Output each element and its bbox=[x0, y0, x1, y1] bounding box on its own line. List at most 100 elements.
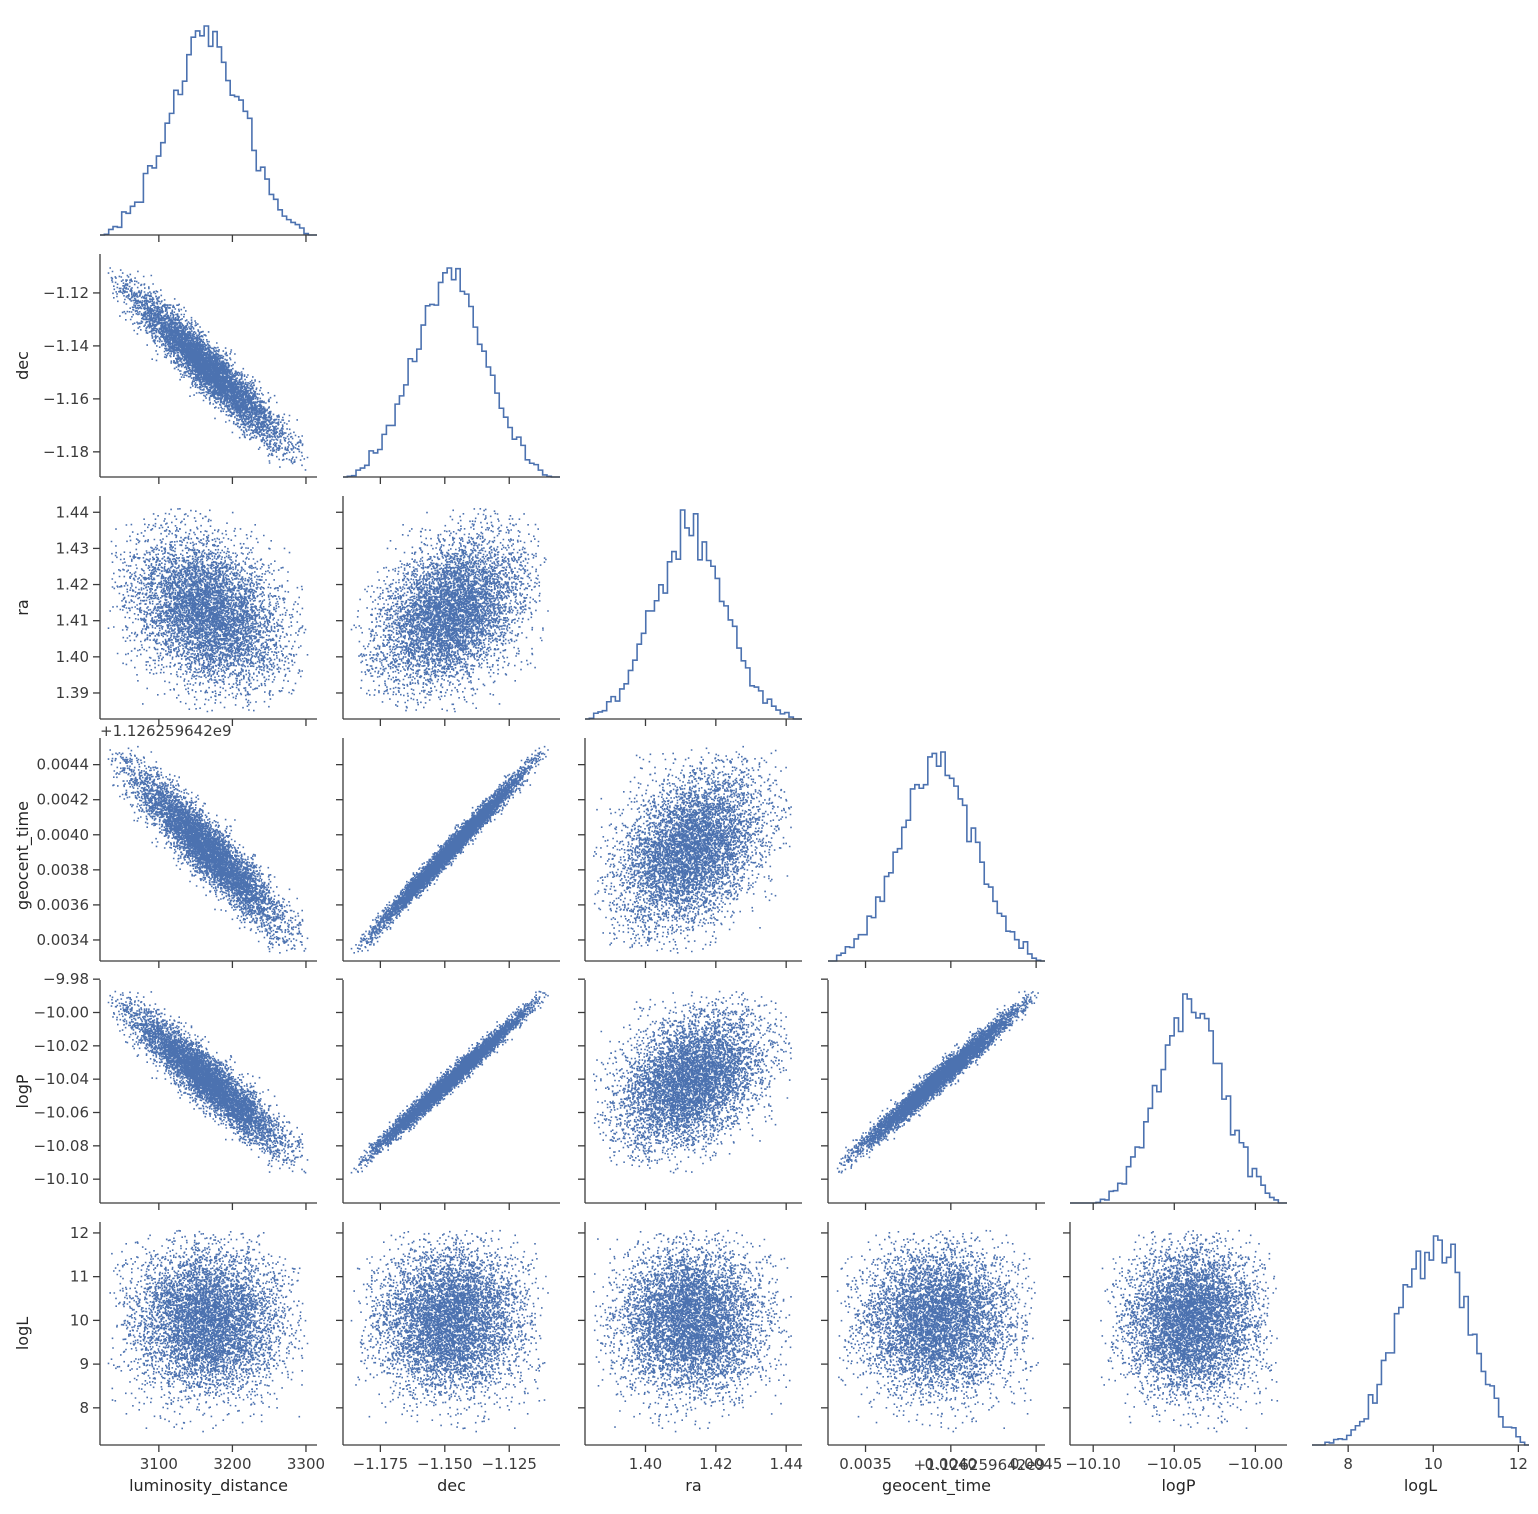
panel-ra-vs-dec bbox=[336, 496, 560, 726]
x-tick-label: −1.150 bbox=[417, 1455, 473, 1473]
y-tick-label: 10 bbox=[70, 1311, 89, 1329]
x-tick-label: 8 bbox=[1343, 1455, 1353, 1473]
histogram-logL bbox=[1312, 1235, 1529, 1446]
panel-logL-vs-geocent_time: 0.0035 0.0040 0.0045 geocent_time bbox=[821, 1222, 1062, 1496]
scatter-ra-logP bbox=[593, 990, 792, 1174]
y-tick-label: 8 bbox=[79, 1399, 89, 1417]
scatter-luminosity_distance-geocent_time bbox=[107, 745, 309, 954]
y-tick-label: −1.16 bbox=[43, 390, 89, 408]
y-tick-label: 1.42 bbox=[56, 576, 89, 594]
x-tick-label: 10 bbox=[1424, 1455, 1443, 1473]
x-tick-label: −10.10 bbox=[1065, 1455, 1121, 1473]
x-axis-label-geocent_time: geocent_time bbox=[882, 1476, 991, 1496]
scatter-logP-logL bbox=[1100, 1229, 1279, 1433]
panel-logP-vs-ra bbox=[578, 978, 802, 1210]
panel-logP-vs-geocent_time bbox=[821, 978, 1045, 1210]
panel-logL-vs-dec: −1.175 −1.150 −1.125 dec bbox=[336, 1222, 560, 1495]
panel-geocent_time-vs-geocent_time bbox=[828, 751, 1045, 968]
y-tick-label: 0.0040 bbox=[37, 826, 90, 844]
y-tick-label: 1.41 bbox=[56, 612, 89, 630]
y-tick-label: 0.0044 bbox=[37, 756, 90, 774]
y-tick-label: −10.04 bbox=[33, 1070, 89, 1088]
x-axis-label-dec: dec bbox=[437, 1476, 466, 1495]
x-tick-label: 3300 bbox=[287, 1455, 325, 1473]
scatter-dec-logP bbox=[350, 990, 549, 1174]
histogram-luminosity_distance bbox=[100, 25, 317, 236]
y-tick-label: 9 bbox=[79, 1355, 89, 1373]
panel-geocent_time-vs-luminosity_distance: 0.0034 0.0036 0.0038 0.0040 0.0042 0.0044 geoc… bbox=[13, 738, 317, 968]
y-tick-label: 1.43 bbox=[56, 539, 89, 557]
y-tick-label: 12 bbox=[70, 1224, 89, 1242]
geocent-time-y-offset-label: +1.126259642e9 bbox=[100, 722, 232, 740]
histogram-logP bbox=[1070, 993, 1287, 1204]
x-tick-label: 1.42 bbox=[699, 1455, 732, 1473]
scatter-geocent_time-logP bbox=[836, 990, 1039, 1174]
panel-logL-vs-logP: −10.10 −10.05 −10.00 logP bbox=[1063, 1222, 1287, 1495]
y-tick-label: −10.06 bbox=[33, 1104, 89, 1122]
panel-logP-vs-luminosity_distance: −10.10 −10.08 −10.06 −10.04 −10.02 −10.00 −9.9… bbox=[13, 970, 317, 1210]
panel-ra-vs-ra bbox=[585, 509, 802, 726]
panel-luminosity_distance-vs-luminosity_distance bbox=[100, 25, 317, 242]
y-axis-label-logP: logP bbox=[13, 1074, 32, 1108]
x-axis-label-ra: ra bbox=[685, 1476, 701, 1495]
y-axis-label-dec: dec bbox=[13, 351, 32, 380]
y-tick-label: 0.0038 bbox=[37, 861, 90, 879]
x-tick-label: 1.40 bbox=[629, 1455, 662, 1473]
x-tick-label: −10.05 bbox=[1147, 1455, 1203, 1473]
scatter-ra-geocent_time bbox=[593, 745, 792, 954]
panel-logL-vs-logL: 8 10 12 logL bbox=[1312, 1235, 1529, 1495]
y-tick-label: 0.0036 bbox=[37, 896, 90, 914]
y-tick-label: 11 bbox=[70, 1268, 89, 1286]
panel-geocent_time-vs-ra bbox=[578, 738, 802, 968]
x-tick-label: −1.125 bbox=[481, 1455, 537, 1473]
y-tick-label: 0.0034 bbox=[37, 931, 90, 949]
y-axis-label-ra: ra bbox=[13, 599, 32, 615]
y-tick-label: 1.44 bbox=[56, 503, 89, 521]
x-tick-label: 3200 bbox=[213, 1455, 251, 1473]
y-tick-label: −10.08 bbox=[33, 1137, 89, 1155]
x-tick-label: 12 bbox=[1509, 1455, 1528, 1473]
panel-logP-vs-dec bbox=[336, 978, 560, 1210]
y-tick-label: 0.0042 bbox=[37, 791, 90, 809]
histogram-ra bbox=[585, 509, 802, 720]
y-axis-label-geocent_time: geocent_time bbox=[13, 801, 33, 910]
scatter-luminosity_distance-logP bbox=[107, 990, 309, 1174]
y-axis-label-logL: logL bbox=[13, 1317, 32, 1350]
scatter-luminosity_distance-ra bbox=[107, 508, 309, 713]
histogram-geocent_time bbox=[828, 751, 1045, 962]
scatter-dec-logL bbox=[350, 1229, 549, 1433]
panel-logP-vs-logP bbox=[1070, 993, 1287, 1210]
x-tick-label: 0.0035 bbox=[839, 1455, 892, 1473]
panel-ra-vs-luminosity_distance: 1.39 1.40 1.41 1.42 1.43 1.44 ra bbox=[13, 496, 317, 726]
panel-dec-vs-dec bbox=[343, 267, 560, 484]
x-tick-label: −10.00 bbox=[1228, 1455, 1284, 1473]
panel-dec-vs-luminosity_distance: −1.18 −1.16 −1.14 −1.12 dec bbox=[13, 254, 317, 484]
scatter-dec-ra bbox=[350, 508, 549, 713]
scatter-ra-logL bbox=[593, 1229, 792, 1433]
y-tick-label: −1.18 bbox=[43, 443, 89, 461]
y-tick-label: −1.12 bbox=[43, 284, 89, 302]
x-tick-label: 3100 bbox=[140, 1455, 178, 1473]
panel-geocent_time-vs-dec bbox=[336, 738, 560, 968]
panel-logL-vs-luminosity_distance: 8 9 10 11 12 3100 3200 3300 luminosity_distance l… bbox=[13, 1222, 325, 1496]
panel-logL-vs-ra: 1.40 1.42 1.44 ra bbox=[578, 1222, 803, 1495]
scatter-luminosity_distance-dec bbox=[107, 267, 309, 471]
y-tick-label: −1.14 bbox=[43, 337, 89, 355]
y-tick-label: −10.10 bbox=[33, 1170, 89, 1188]
scatter-geocent_time-logL bbox=[836, 1229, 1039, 1433]
x-axis-label-logL: logL bbox=[1404, 1476, 1437, 1495]
x-tick-label: 0.0045 bbox=[1010, 1455, 1063, 1473]
y-tick-label: 1.39 bbox=[56, 684, 89, 702]
scatter-dec-geocent_time bbox=[350, 745, 549, 954]
y-tick-label: −10.02 bbox=[33, 1037, 89, 1055]
y-tick-label: −9.98 bbox=[43, 970, 89, 988]
y-tick-label: 1.40 bbox=[56, 648, 89, 666]
x-tick-label: 0.0040 bbox=[925, 1455, 978, 1473]
x-axis-label-logP: logP bbox=[1161, 1476, 1195, 1495]
geocent-time-x-offset-label: +1.126259642e9 bbox=[913, 1456, 1045, 1474]
scatter-luminosity_distance-logL bbox=[107, 1229, 309, 1433]
histogram-dec bbox=[343, 267, 560, 478]
y-tick-label: −10.00 bbox=[33, 1004, 89, 1022]
x-tick-label: −1.175 bbox=[353, 1455, 409, 1473]
